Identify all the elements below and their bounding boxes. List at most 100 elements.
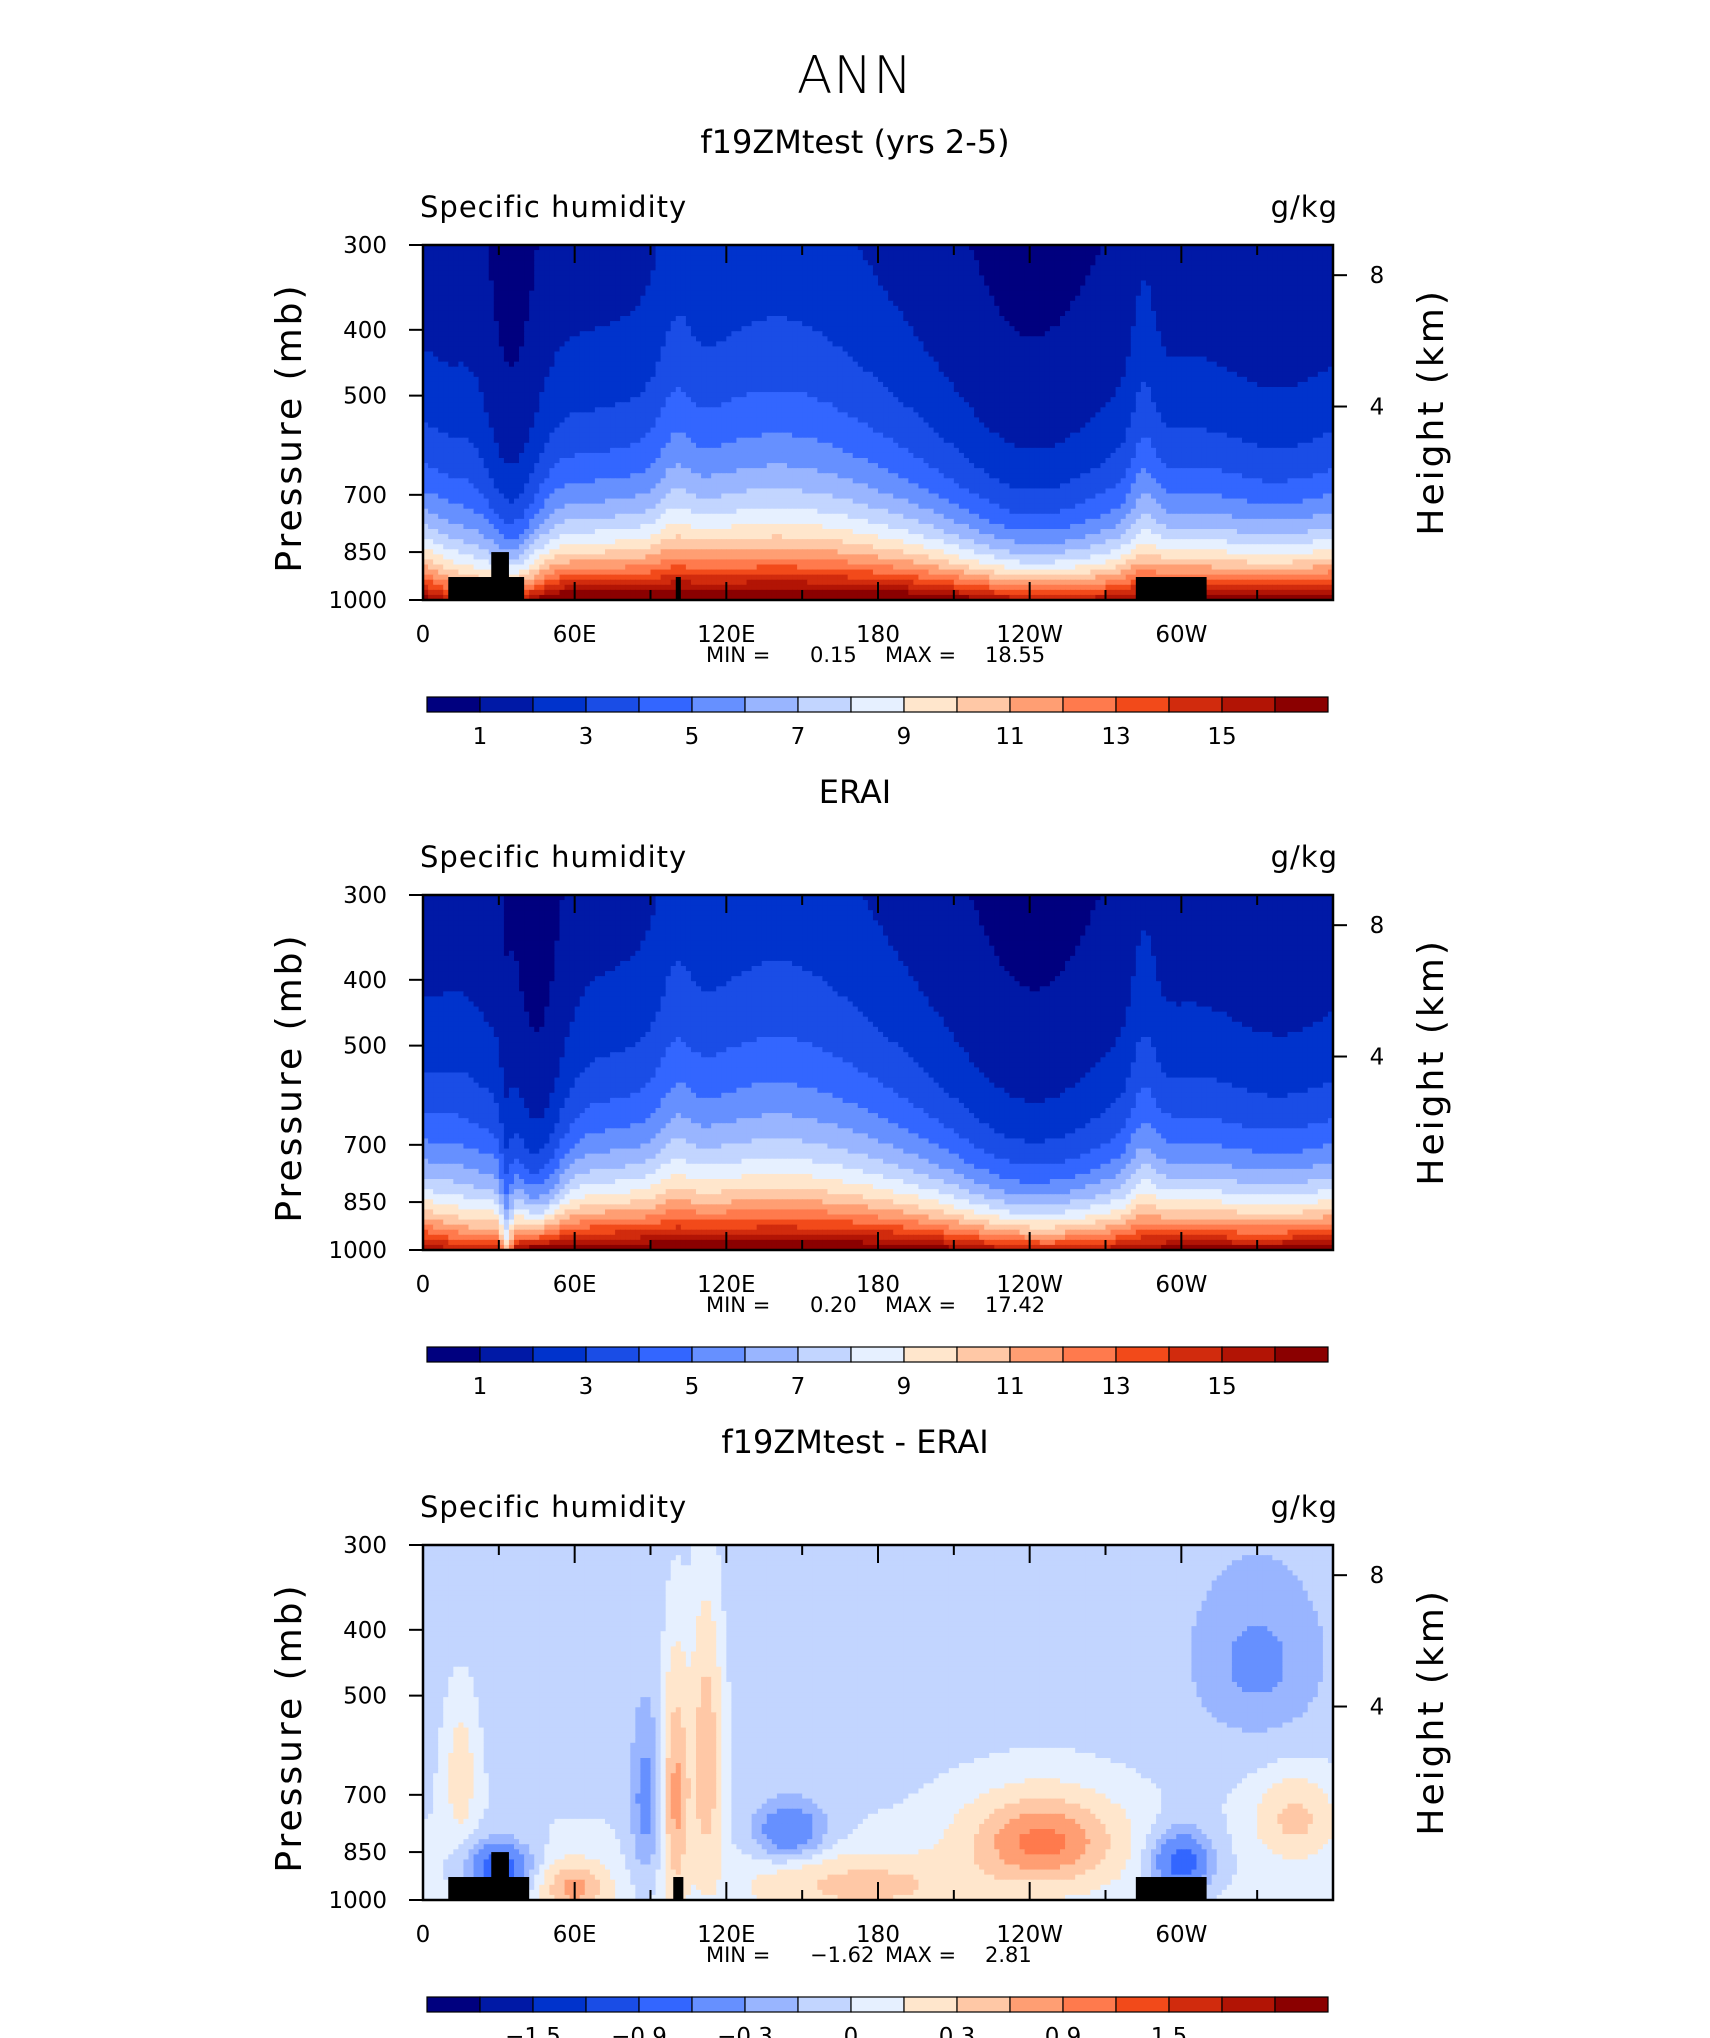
contour-cell xyxy=(625,346,631,353)
contour-cell xyxy=(529,371,535,378)
contour-cell xyxy=(1049,255,1056,261)
contour-cell xyxy=(812,260,818,266)
contour-cell xyxy=(615,361,621,368)
contour-cell xyxy=(1060,265,1066,271)
contour-cell xyxy=(1039,321,1046,327)
contour-cell xyxy=(741,321,748,327)
contour-cell xyxy=(741,376,748,383)
contour-cell xyxy=(1262,316,1268,322)
contour-cell xyxy=(1145,371,1152,378)
contour-cell xyxy=(963,381,970,388)
contour-cell xyxy=(1302,270,1309,277)
contour-cell xyxy=(751,346,758,353)
contour-cell xyxy=(1060,351,1066,358)
contour-cell xyxy=(680,361,687,368)
contour-cell xyxy=(1080,245,1086,251)
contour-cell xyxy=(1100,265,1107,271)
contour-cell xyxy=(953,285,960,292)
contour-cell xyxy=(832,300,839,307)
contour-cell xyxy=(599,270,606,277)
contour-cell xyxy=(1156,336,1162,342)
contour-cell xyxy=(1065,275,1071,282)
contour-cell xyxy=(519,326,525,332)
contour-cell xyxy=(1140,280,1147,287)
contour-cell xyxy=(716,326,722,332)
contour-cell xyxy=(776,376,783,383)
contour-cell xyxy=(1044,341,1051,348)
contour-cell xyxy=(792,255,798,261)
contour-cell xyxy=(1196,341,1203,348)
contour-cell xyxy=(1115,255,1122,261)
contour-cell xyxy=(453,245,459,251)
contour-cell xyxy=(969,270,975,277)
contour-cell xyxy=(948,366,955,373)
contour-cell xyxy=(1206,331,1213,337)
contour-cell xyxy=(630,255,636,261)
contour-cell xyxy=(867,331,874,337)
contour-cell xyxy=(847,321,854,327)
contour-cell xyxy=(766,321,773,327)
contour-cell xyxy=(771,265,778,271)
contour-cell xyxy=(943,341,950,348)
contour-cell xyxy=(908,300,914,307)
contour-cell xyxy=(1004,265,1011,271)
contour-cell xyxy=(721,290,727,297)
contour-cell xyxy=(579,346,586,353)
contour-cell xyxy=(913,331,920,337)
contour-cell xyxy=(1019,356,1026,363)
contour-cell xyxy=(1095,280,1102,287)
contour-cell xyxy=(857,300,864,307)
contour-cell xyxy=(488,300,495,307)
contour-cell xyxy=(1151,290,1157,297)
contour-cell xyxy=(423,260,429,266)
contour-cell xyxy=(1186,321,1193,327)
contour-cell xyxy=(1236,265,1243,271)
contour-cell xyxy=(984,270,990,277)
contour-cell xyxy=(878,300,884,307)
contour-cell xyxy=(1267,265,1273,271)
contour-cell xyxy=(1181,260,1187,266)
contour-cell xyxy=(792,300,798,307)
contour-cell xyxy=(1044,346,1051,353)
contour-cell xyxy=(428,250,434,256)
contour-cell xyxy=(1317,346,1324,353)
contour-cell xyxy=(1327,326,1333,332)
contour-cell xyxy=(994,260,1000,266)
contour-cell xyxy=(478,336,485,342)
contour-cell xyxy=(1004,381,1011,388)
contour-cell xyxy=(787,270,793,277)
contour-cell xyxy=(792,326,798,332)
contour-cell xyxy=(918,285,925,292)
contour-cell xyxy=(812,300,818,307)
contour-cell xyxy=(514,295,520,302)
contour-cell xyxy=(1297,336,1304,342)
contour-cell xyxy=(584,270,591,277)
contour-cell xyxy=(1065,331,1071,337)
contour-cell xyxy=(781,260,788,266)
contour-cell xyxy=(1327,376,1333,383)
contour-cell xyxy=(776,351,783,358)
contour-cell xyxy=(1140,351,1147,358)
contour-cell xyxy=(867,295,874,302)
contour-cell xyxy=(680,351,687,358)
contour-cell xyxy=(928,300,935,307)
contour-cell xyxy=(701,351,707,358)
contour-cell xyxy=(448,250,454,256)
contour-cell xyxy=(1135,250,1142,256)
contour-cell xyxy=(625,275,631,282)
contour-cell xyxy=(564,356,571,363)
contour-cell xyxy=(458,381,465,388)
contour-cell xyxy=(428,331,434,337)
contour-cell xyxy=(640,265,647,271)
contour-cell xyxy=(837,371,844,378)
contour-cell xyxy=(503,371,510,378)
contour-cell xyxy=(554,376,561,383)
contour-cell xyxy=(867,245,874,251)
contour-cell xyxy=(589,366,596,373)
contour-cell xyxy=(1201,265,1208,271)
contour-cell xyxy=(1201,270,1208,277)
contour-cell xyxy=(1019,285,1026,292)
contour-cell xyxy=(1297,351,1304,358)
contour-cell xyxy=(599,275,606,282)
contour-cell xyxy=(751,305,758,312)
